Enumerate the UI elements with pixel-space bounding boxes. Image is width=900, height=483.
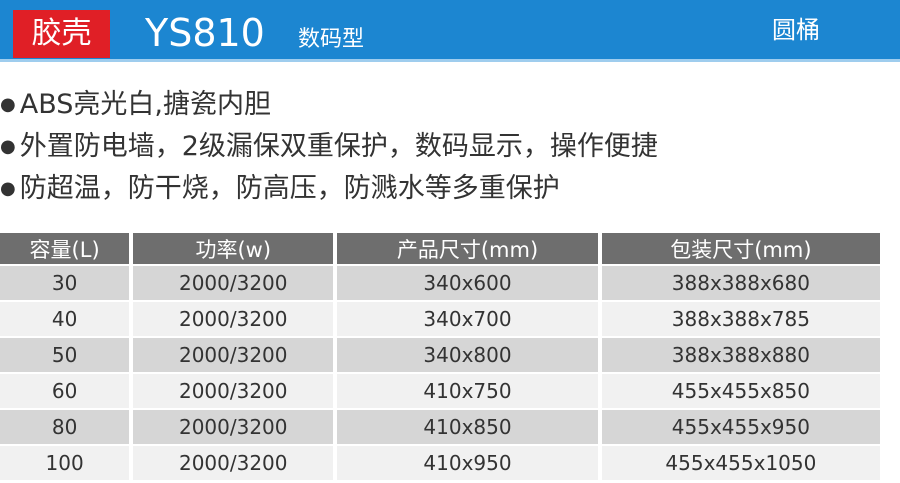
feature: 外置防电墙，2级漏保双重保护，数码显示，操作便捷 <box>0 126 658 168</box>
table-row: 100 2000/3200 410x950 455x455x1050 <box>0 446 880 480</box>
table-cell: 2000/3200 <box>133 374 334 408</box>
table-cell: 100 <box>0 446 130 480</box>
table-cell: 80 <box>0 410 130 444</box>
spec-table: 容量(L) 功率(w) 产品尺寸(mm) 包装尺寸(mm) 30 2000/3200 340… <box>0 231 884 482</box>
table-row: 40 2000/3200 340x700 388x388x785 <box>0 302 880 336</box>
table-cell: 340x600 <box>337 266 598 300</box>
table-cell: 455x455x950 <box>601 410 880 444</box>
column-header: 产品尺寸(mm) <box>337 233 598 264</box>
table-cell: 2000/3200 <box>133 302 334 336</box>
table-cell: 340x800 <box>337 338 598 372</box>
table-cell: 340x700 <box>337 302 598 336</box>
table-cell: 410x850 <box>337 410 598 444</box>
table-cell: 60 <box>0 374 130 408</box>
feature-list: ABS亮光白,搪瓷内胆外置防电墙，2级漏保双重保护，数码显示，操作便捷防超温，防… <box>0 84 658 210</box>
table-cell: 455x455x1050 <box>601 446 880 480</box>
header-bar <box>0 0 900 62</box>
table-cell: 30 <box>0 266 130 300</box>
table-cell: 50 <box>0 338 130 372</box>
table-cell: 2000/3200 <box>133 338 334 372</box>
table-cell: 2000/3200 <box>133 266 334 300</box>
column-header: 容量(L) <box>0 233 130 264</box>
table-row: 30 2000/3200 340x600 388x388x680 <box>0 266 880 300</box>
feature: ABS亮光白,搪瓷内胆 <box>0 84 658 126</box>
table-row: 60 2000/3200 410x750 455x455x850 <box>0 374 880 408</box>
column-header: 包装尺寸(mm) <box>601 233 880 264</box>
table-row: 80 2000/3200 410x850 455x455x950 <box>0 410 880 444</box>
table-cell: 388x388x680 <box>601 266 880 300</box>
model-suffix: 数码型 <box>298 27 365 52</box>
table-cell: 410x750 <box>337 374 598 408</box>
table-cell: 388x388x880 <box>601 338 880 372</box>
feature: 防超温，防干烧，防高压，防溅水等多重保护 <box>0 168 658 210</box>
table-cell: 2000/3200 <box>133 410 334 444</box>
column-header: 功率(w) <box>133 233 334 264</box>
table-cell: 455x455x850 <box>601 374 880 408</box>
shape: 圆桶 <box>772 16 820 44</box>
table-cell: 410x950 <box>337 446 598 480</box>
table-row: 50 2000/3200 340x800 388x388x880 <box>0 338 880 372</box>
header-row: 容量(L) 功率(w) 产品尺寸(mm) 包装尺寸(mm) <box>0 233 880 264</box>
badge: 胶壳 <box>13 10 110 58</box>
table-cell: 2000/3200 <box>133 446 334 480</box>
table-cell: 40 <box>0 302 130 336</box>
model: YS810 <box>145 11 265 55</box>
table-cell: 388x388x785 <box>601 302 880 336</box>
